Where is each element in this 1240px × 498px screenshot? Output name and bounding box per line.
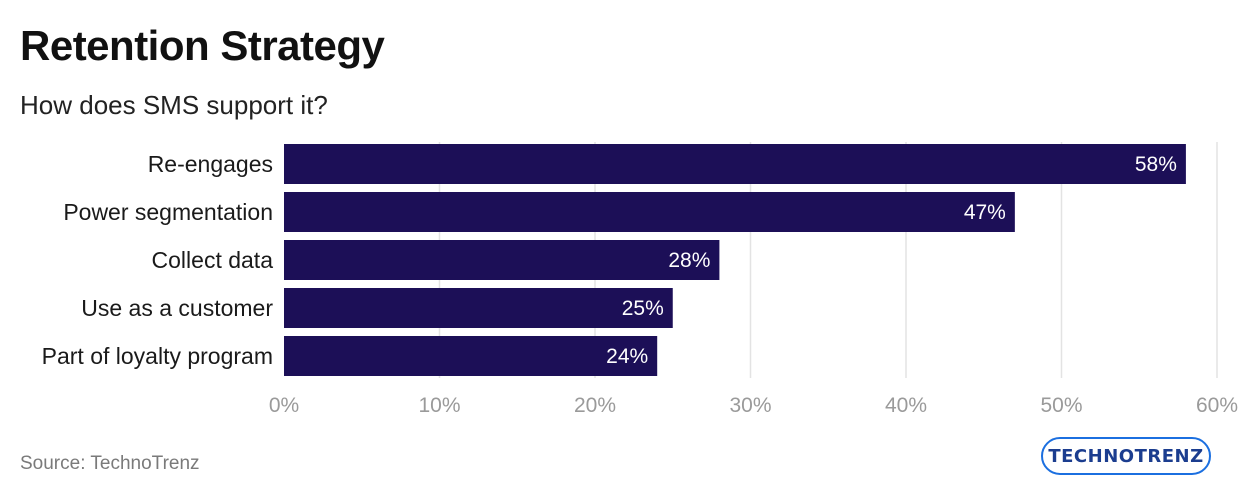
bar xyxy=(284,288,673,328)
x-tick-label: 0% xyxy=(269,394,299,417)
x-axis-ticks: 0% 10% 20% 30% 40% 50% 60% xyxy=(269,394,1238,417)
category-label: Use as a customer xyxy=(81,295,273,321)
bars: 58% 47% 28% 25% 24% xyxy=(284,144,1186,376)
bar xyxy=(284,144,1186,184)
x-tick-label: 50% xyxy=(1040,394,1082,417)
data-label: 28% xyxy=(668,249,710,272)
bar xyxy=(284,336,658,376)
bar xyxy=(284,192,1015,232)
x-tick-label: 30% xyxy=(729,394,771,417)
x-tick-label: 60% xyxy=(1196,394,1238,417)
category-labels: Re-engages Power segmentation Collect data… xyxy=(42,151,274,369)
x-tick-label: 20% xyxy=(574,394,616,417)
category-label: Power segmentation xyxy=(63,199,273,225)
technotrenz-logo: TECHNOTRENZ xyxy=(1041,437,1211,475)
x-tick-label: 10% xyxy=(418,394,460,417)
category-label: Part of loyalty program xyxy=(42,343,273,369)
chart-title: Retention Strategy xyxy=(20,22,385,69)
logo-text: TECHNOTRENZ xyxy=(1048,445,1204,467)
bar xyxy=(284,240,720,280)
data-label: 58% xyxy=(1135,153,1177,176)
data-label: 47% xyxy=(964,201,1006,224)
chart-subtitle: How does SMS support it? xyxy=(20,90,328,120)
x-tick-label: 40% xyxy=(885,394,927,417)
category-label: Re-engages xyxy=(148,151,273,177)
source-note: Source: TechnoTrenz xyxy=(20,453,200,474)
category-label: Collect data xyxy=(152,247,274,273)
data-label: 24% xyxy=(606,345,648,368)
data-label: 25% xyxy=(622,297,664,320)
